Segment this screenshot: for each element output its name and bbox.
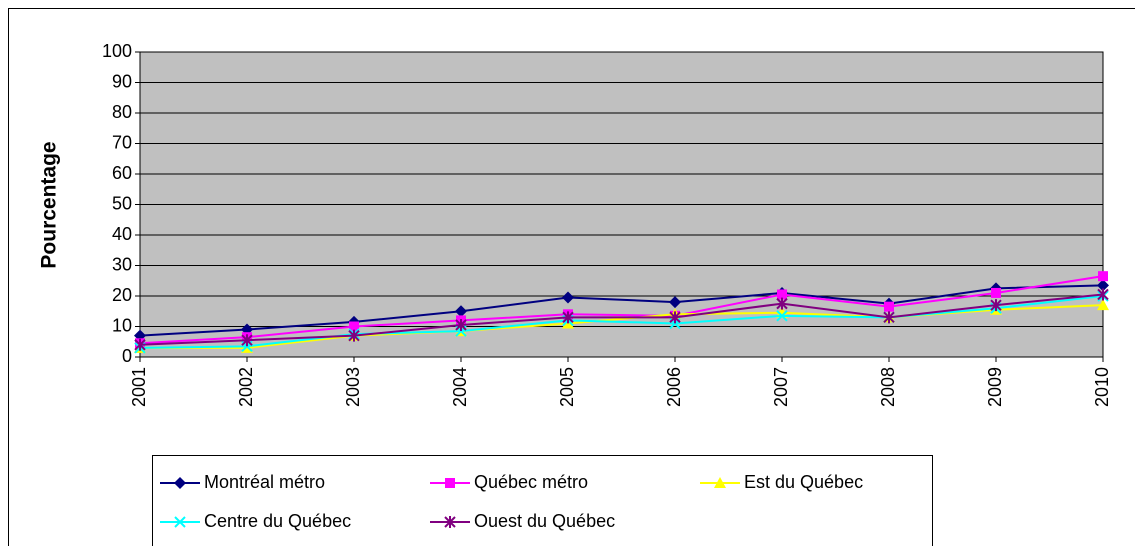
x-tick-label: 2005 xyxy=(557,367,577,407)
y-tick-label: 80 xyxy=(112,102,132,122)
y-tick-label: 20 xyxy=(112,285,132,305)
x-tick-label: 2009 xyxy=(985,367,1005,407)
marker xyxy=(174,477,186,489)
y-tick-label: 30 xyxy=(112,254,132,274)
marker xyxy=(883,311,895,324)
marker xyxy=(776,310,788,322)
marker xyxy=(714,477,726,488)
marker xyxy=(884,301,894,312)
marker xyxy=(455,305,467,318)
y-tick-label: 100 xyxy=(102,41,132,61)
legend-label: Québec métro xyxy=(474,472,588,492)
marker xyxy=(562,291,574,304)
marker xyxy=(455,318,467,331)
marker xyxy=(241,334,253,347)
x-tick-label: 2006 xyxy=(664,367,684,407)
marker xyxy=(776,297,788,310)
marker xyxy=(669,296,681,309)
legend-label: Ouest du Québec xyxy=(474,511,615,531)
y-tick-label: 90 xyxy=(112,71,132,91)
series-line xyxy=(139,284,1104,337)
marker xyxy=(445,478,455,488)
marker xyxy=(444,516,456,528)
marker xyxy=(1097,299,1109,311)
x-tick-label: 2010 xyxy=(1092,367,1112,407)
x-tick-label: 2008 xyxy=(878,367,898,407)
marker xyxy=(777,289,787,300)
x-tick-label: 2004 xyxy=(450,367,470,407)
x-tick-label: 2007 xyxy=(771,367,791,407)
marker xyxy=(991,287,1001,298)
y-tick-label: 50 xyxy=(112,193,132,213)
legend-label: Montréal métro xyxy=(204,472,325,492)
series-line xyxy=(139,295,1104,349)
x-tick-label: 2001 xyxy=(129,367,149,407)
legend-box xyxy=(152,455,933,546)
marker xyxy=(562,311,574,324)
marker xyxy=(1097,279,1109,292)
y-tick-label: 60 xyxy=(112,163,132,183)
marker xyxy=(669,311,681,324)
series-line xyxy=(139,275,1104,345)
marker xyxy=(349,321,359,332)
y-tick-label: 40 xyxy=(112,224,132,244)
marker xyxy=(174,516,186,528)
series-line xyxy=(139,293,1104,346)
y-tick-label: 0 xyxy=(122,346,132,366)
legend-label: Est du Québec xyxy=(744,472,863,492)
x-tick-label: 2002 xyxy=(236,367,256,407)
y-tick-label: 10 xyxy=(112,315,132,335)
y-axis-title: Pourcentage xyxy=(38,141,61,268)
y-tick-label: 70 xyxy=(112,132,132,152)
marker xyxy=(348,329,360,342)
marker xyxy=(134,338,146,351)
marker xyxy=(1097,288,1109,301)
marker xyxy=(1098,271,1108,282)
legend-label: Centre du Québec xyxy=(204,511,351,531)
marker xyxy=(990,299,1002,312)
x-tick-label: 2003 xyxy=(343,367,363,407)
